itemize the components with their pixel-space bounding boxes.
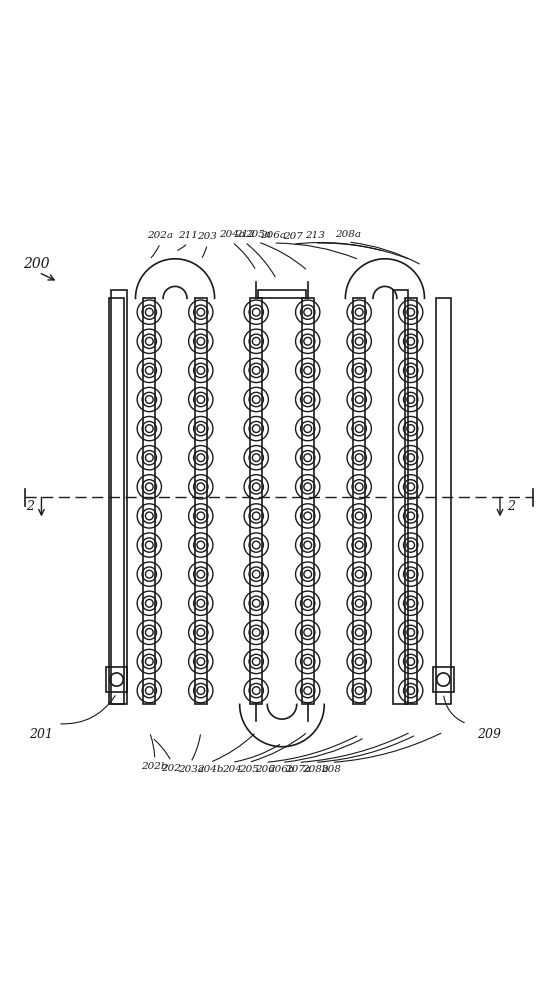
Bar — [143, 298, 155, 704]
Text: 213: 213 — [305, 231, 325, 240]
Text: 204a: 204a — [219, 230, 245, 239]
Text: 208: 208 — [321, 765, 341, 774]
Text: 202a: 202a — [147, 231, 173, 240]
Text: 205a: 205a — [245, 230, 271, 239]
Bar — [195, 298, 207, 704]
Text: 203: 203 — [197, 232, 217, 241]
Text: 2: 2 — [507, 500, 515, 513]
Text: 202: 202 — [161, 764, 181, 773]
Bar — [258, 290, 306, 298]
Text: 200: 200 — [23, 257, 49, 271]
Text: 206a: 206a — [261, 231, 286, 240]
Text: 206: 206 — [255, 765, 275, 774]
Bar — [393, 290, 408, 704]
Text: 202b: 202b — [141, 762, 168, 771]
Text: 208b: 208b — [302, 765, 328, 774]
Text: 204b: 204b — [196, 765, 223, 774]
Bar — [111, 290, 127, 704]
Text: 205: 205 — [239, 765, 258, 774]
Text: 208a: 208a — [335, 230, 361, 239]
Text: 206b: 206b — [268, 765, 295, 774]
Text: 211: 211 — [178, 231, 198, 240]
Text: 209: 209 — [477, 728, 501, 741]
Text: 204: 204 — [222, 765, 242, 774]
Text: 201: 201 — [30, 728, 54, 741]
Bar — [250, 298, 262, 704]
Bar — [109, 298, 124, 704]
Bar — [302, 298, 314, 704]
Text: 207: 207 — [283, 232, 303, 241]
Text: 207a: 207a — [285, 765, 311, 774]
Text: 212: 212 — [235, 230, 254, 239]
Bar — [405, 298, 417, 704]
Text: 203a: 203a — [177, 765, 204, 774]
Bar — [353, 298, 365, 704]
Bar — [106, 667, 127, 692]
Text: 2: 2 — [26, 500, 35, 513]
Bar — [436, 298, 451, 704]
Bar — [433, 667, 454, 692]
